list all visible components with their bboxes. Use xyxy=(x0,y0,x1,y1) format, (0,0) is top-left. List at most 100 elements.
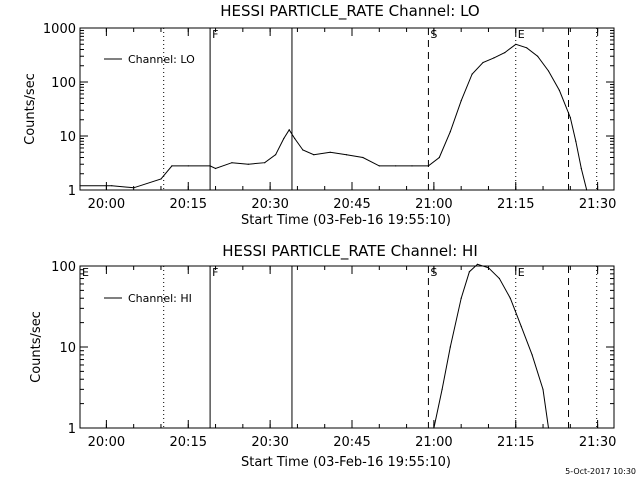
x-tick-label: 21:15 xyxy=(497,435,534,450)
plot-frame xyxy=(79,27,615,191)
data-point xyxy=(79,185,81,187)
marker-label: F xyxy=(212,28,218,41)
chart-title: HESSI PARTICLE_RATE Channel: HI xyxy=(222,242,478,261)
data-point xyxy=(476,263,479,265)
data-point xyxy=(482,61,484,64)
y-tick-label: 1000 xyxy=(43,22,76,37)
y-tick-label: 1 xyxy=(68,422,76,437)
data-point xyxy=(275,154,277,156)
data-point xyxy=(504,52,506,54)
data-point xyxy=(460,100,462,102)
data-point xyxy=(498,277,500,280)
data-point xyxy=(575,140,577,142)
data-point xyxy=(509,297,511,299)
data-point xyxy=(471,73,473,75)
data-point xyxy=(329,151,331,153)
data-point xyxy=(395,165,397,167)
data-point xyxy=(569,116,571,119)
data-point xyxy=(449,131,451,133)
x-tick-label: 21:00 xyxy=(415,197,452,212)
data-point xyxy=(441,388,443,390)
axis-ticks: 20:00 20:15 20:30 20:45 21:00 21:15 21:30 1 10 10… xyxy=(51,260,616,450)
y-axis-label: Counts/sec xyxy=(23,73,38,145)
data-point xyxy=(294,137,296,140)
data-point xyxy=(515,43,517,45)
data-point xyxy=(214,167,217,170)
data-point xyxy=(160,178,162,180)
data-point xyxy=(460,297,462,299)
y-tick-label: 10 xyxy=(59,341,76,356)
data-point xyxy=(171,165,173,167)
data-point xyxy=(231,162,233,164)
data-point xyxy=(558,89,561,91)
series-line xyxy=(433,263,549,429)
series-layer xyxy=(79,43,588,191)
x-axis-label: Start Time (03-Feb-16 19:55:10) xyxy=(241,213,451,228)
data-point xyxy=(283,137,285,140)
x-axis-label: Start Time (03-Feb-16 19:55:10) xyxy=(241,455,451,470)
x-tick-label: 21:00 xyxy=(415,435,452,450)
marker-label: E xyxy=(518,266,525,279)
data-point xyxy=(264,162,266,164)
data-point xyxy=(493,57,495,59)
data-point xyxy=(547,70,550,72)
footer-timestamp: 5-Oct-2017 10:30 xyxy=(565,467,636,476)
series-layer xyxy=(433,263,550,429)
y-tick-label: 10 xyxy=(59,130,76,145)
marker-label: E xyxy=(518,28,525,41)
series-line xyxy=(80,43,588,191)
y-tick-label: 100 xyxy=(51,260,76,275)
data-point xyxy=(449,346,451,348)
x-tick-label: 20:30 xyxy=(251,435,288,450)
legend-label: Channel: HI xyxy=(128,292,192,305)
x-tick-label: 20:00 xyxy=(88,435,125,450)
data-point xyxy=(378,165,380,167)
data-point xyxy=(362,156,364,159)
data-point xyxy=(427,165,429,167)
data-point xyxy=(580,167,582,170)
data-point xyxy=(411,165,413,167)
data-point xyxy=(247,163,249,165)
x-tick-label: 21:15 xyxy=(497,197,534,212)
plot-frame xyxy=(79,265,615,429)
x-tick-label: 20:00 xyxy=(88,197,125,212)
data-point xyxy=(345,154,348,156)
panel-hi: HESSI PARTICLE_RATE Channel: HI Counts/s… xyxy=(29,242,616,470)
data-point xyxy=(133,187,135,189)
chart-title: HESSI PARTICLE_RATE Channel: LO xyxy=(220,2,479,21)
data-point xyxy=(537,55,539,57)
x-tick-label: 20:45 xyxy=(333,197,370,212)
y-axis-label: Counts/sec xyxy=(29,311,44,383)
data-point xyxy=(542,388,544,390)
data-point xyxy=(313,154,315,156)
data-point xyxy=(586,189,588,191)
data-point xyxy=(288,129,290,131)
y-tick-label: 100 xyxy=(51,76,76,91)
marker-label: F xyxy=(212,266,218,279)
data-point xyxy=(468,271,470,273)
x-tick-label: 20:45 xyxy=(333,435,370,450)
x-tick-label: 20:30 xyxy=(251,197,288,212)
data-point xyxy=(520,325,522,327)
data-point xyxy=(433,427,435,429)
data-point xyxy=(302,149,304,151)
marker-label: S xyxy=(430,28,437,41)
legend-label: Channel: LO xyxy=(128,53,195,66)
x-tick-label: 20:15 xyxy=(170,435,207,450)
x-tick-label: 21:30 xyxy=(579,197,616,212)
y-tick-label: 1 xyxy=(68,184,76,199)
data-point xyxy=(487,267,490,269)
marker-label: S xyxy=(430,266,437,279)
data-point xyxy=(547,427,550,429)
data-point xyxy=(531,354,533,356)
panel-lo: HESSI PARTICLE_RATE Channel: LO Counts/s… xyxy=(23,2,616,228)
data-point xyxy=(187,165,189,167)
data-point xyxy=(526,47,528,49)
axis-ticks: 20:00 20:15 20:30 20:45 21:00 21:15 21:30 1 10 10… xyxy=(43,22,616,212)
data-point xyxy=(438,156,440,159)
data-point xyxy=(111,185,113,187)
data-point xyxy=(209,165,211,167)
